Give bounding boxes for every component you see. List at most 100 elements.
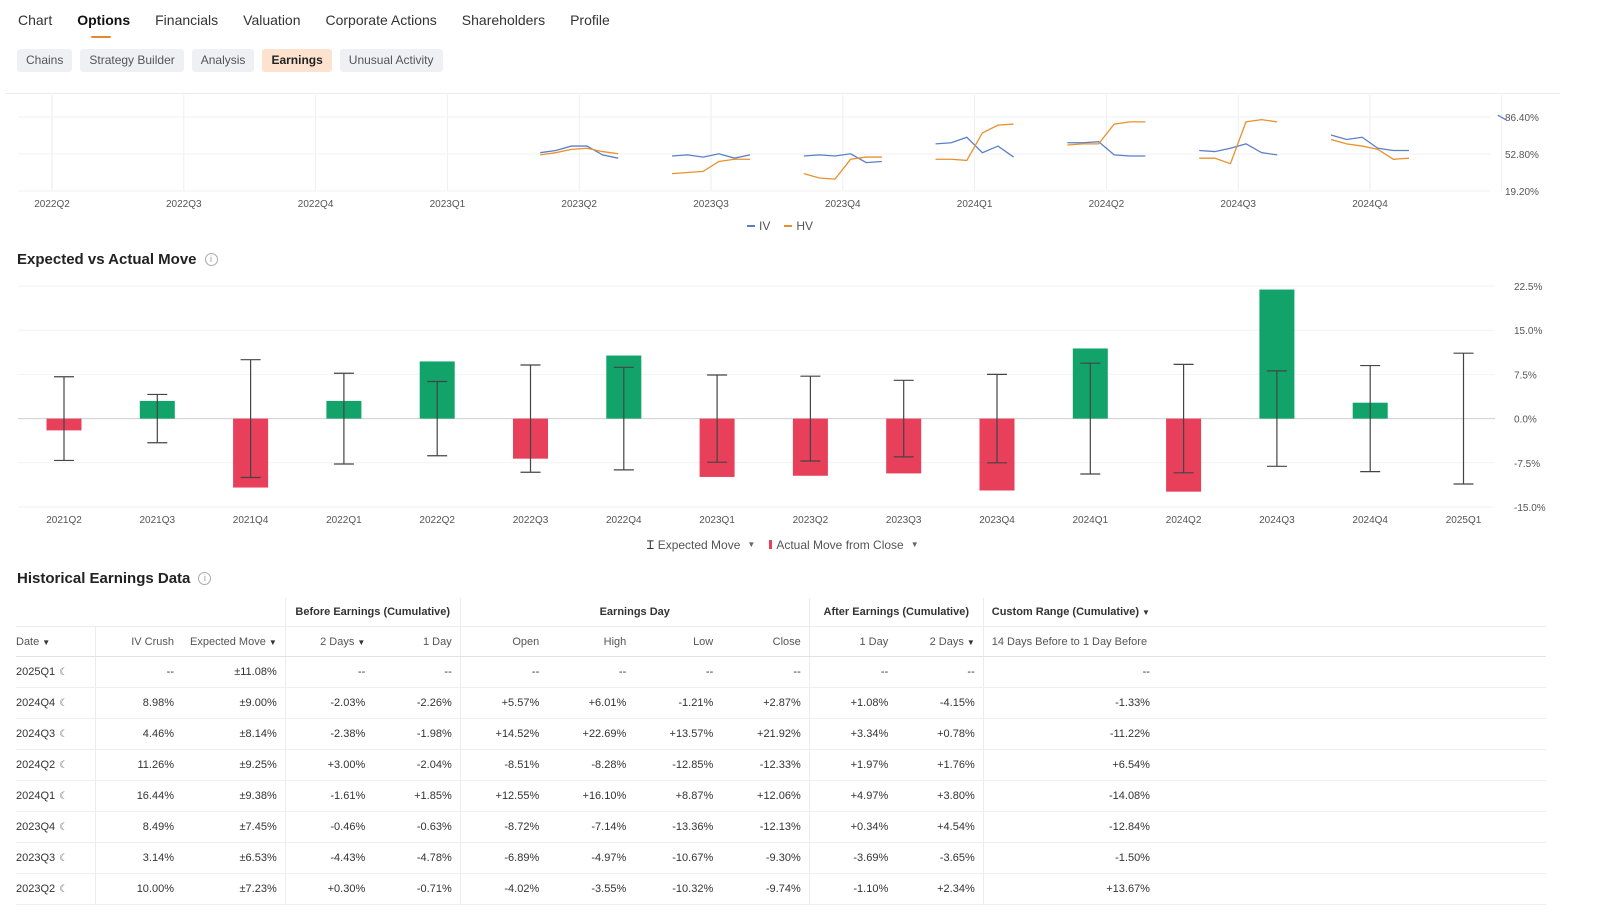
tab-valuation[interactable]: Valuation [243, 12, 301, 28]
col-custom-range[interactable]: 14 Days Before to 1 Day Before [983, 626, 1158, 657]
col-open[interactable]: Open [460, 626, 548, 657]
cell-value: +1.08% [809, 687, 897, 719]
col-date[interactable]: Date ▼ [16, 626, 96, 657]
cell-value: +1.76% [896, 749, 984, 781]
col-iv-crush[interactable]: IV Crush [95, 626, 182, 657]
subtab-earnings[interactable]: Earnings [262, 49, 332, 72]
x-tick-label: 2024Q3 [1220, 199, 1256, 210]
group-header-empty [16, 598, 286, 627]
moon-icon: ☾ [59, 884, 69, 895]
table-row[interactable]: 2024Q3 ☾ 4.46% ±8.14% -2.38% -1.98% +14.52% +22… [16, 718, 1546, 750]
cell-date: 2023Q4 ☾ [16, 811, 96, 843]
cell-value: -- [285, 656, 374, 688]
col-after-2days[interactable]: 2 Days ▼ [896, 626, 984, 657]
hv-line-segment [540, 147, 619, 156]
cell-value: -14.08% [983, 780, 1158, 812]
tab-profile[interactable]: Profile [570, 12, 610, 28]
moon-icon: ☾ [59, 667, 69, 678]
legend-hv[interactable]: HV [784, 219, 813, 233]
col-close[interactable]: Close [721, 626, 810, 657]
legend-hv-swatch [784, 225, 793, 227]
cell-date: 2024Q3 ☾ [16, 718, 96, 750]
cell-value: ±7.23% [182, 873, 286, 905]
cell-value: 3.14% [95, 842, 182, 874]
cell-value: -- [460, 656, 548, 688]
cell-value: -- [721, 656, 810, 688]
col-before-2days[interactable]: 2 Days ▼ [285, 626, 374, 657]
cell-value: -- [373, 656, 461, 688]
expected-vs-actual-chart: 22.5% 15.0% 7.5% 0.0% -7.5% -15.0% 2021Q2 2021Q… [18, 282, 1546, 526]
legend-actual-label: Actual Move from Close [776, 537, 904, 552]
x-tick-label: 2022Q4 [606, 515, 642, 526]
tab-corporate-actions[interactable]: Corporate Actions [325, 12, 437, 28]
legend-actual-move[interactable]: Actual Move from Close ▼ [769, 537, 919, 552]
x-tick-label: 2021Q4 [233, 515, 269, 526]
move-legend: Ɪ Expected Move ▼ Actual Move from Close… [647, 536, 919, 553]
cell-value: ±9.00% [182, 687, 286, 719]
cell-value: 16.44% [95, 780, 182, 812]
hv-line-segment [671, 158, 750, 175]
cell-value: -2.38% [285, 718, 374, 750]
col-before-1day[interactable]: 1 Day [373, 626, 461, 657]
cell-value: -0.71% [373, 873, 461, 905]
table-row[interactable]: 2024Q4 ☾ 8.98% ±9.00% -2.03% -2.26% +5.57% +6.0… [16, 687, 1546, 719]
cell-value: -4.78% [373, 842, 461, 874]
subtab-chains[interactable]: Chains [17, 49, 73, 72]
col-expected-move[interactable]: Expected Move ▼ [182, 626, 286, 657]
cell-value: -9.74% [721, 873, 810, 905]
cell-value: 10.00% [95, 873, 182, 905]
x-tick-label: 2023Q2 [793, 515, 829, 526]
col-after-1day[interactable]: 1 Day [809, 626, 897, 657]
subtab-strategy-builder[interactable]: Strategy Builder [80, 49, 184, 72]
table-row[interactable]: 2023Q2 ☾ 10.00% ±7.23% +0.30% -0.71% -4.02% -3.… [16, 873, 1546, 905]
cell-value: -2.26% [373, 687, 461, 719]
cell-value: -1.61% [285, 780, 374, 812]
cell-value: -12.85% [634, 749, 722, 781]
actual-move-icon [769, 540, 773, 549]
moon-icon: ☾ [59, 729, 69, 740]
cell-value: -10.32% [634, 873, 722, 905]
table-row[interactable]: 2023Q3 ☾ 3.14% ±6.53% -4.43% -4.78% -6.89% -4.9… [16, 842, 1546, 874]
date-text: 2024Q1 [16, 790, 56, 802]
group-header-custom[interactable]: Custom Range (Cumulative) ▼ [983, 598, 1158, 627]
cell-value: -10.67% [634, 842, 722, 874]
iv-line-segment [1330, 134, 1409, 152]
iv-hv-chart: 86.40% 52.80% 19.20% 2022Q2 2022Q3 2022Q4 2023… [18, 95, 1539, 210]
table-row[interactable]: 2023Q4 ☾ 8.49% ±7.45% -0.46% -0.63% -8.72% -7.1… [16, 811, 1546, 843]
table-row[interactable]: 2025Q1 ☾ -- ±11.08% -- -- -- -- -- -- -- -- -- [16, 656, 1546, 688]
info-icon[interactable]: i [198, 572, 212, 585]
cell-value: ±9.25% [182, 749, 286, 781]
x-tick-label: 2023Q1 [430, 199, 466, 210]
chevron-down-icon: ▼ [1142, 608, 1150, 617]
col-low[interactable]: Low [634, 626, 722, 657]
x-tick-label: 2023Q3 [693, 199, 729, 210]
chevron-down-icon: ▼ [966, 637, 975, 647]
tab-chart[interactable]: Chart [18, 12, 53, 28]
tab-shareholders[interactable]: Shareholders [461, 12, 546, 28]
table-row[interactable]: 2024Q2 ☾ 11.26% ±9.25% +3.00% -2.04% -8.51% -8.… [16, 749, 1546, 781]
col-high[interactable]: High [547, 626, 635, 657]
subtab-analysis[interactable]: Analysis [191, 49, 255, 72]
y-tick-label: -15.0% [1514, 503, 1546, 514]
tab-options[interactable]: Options [77, 12, 130, 38]
subtab-unusual-activity[interactable]: Unusual Activity [339, 49, 443, 72]
col-expected-move-label: Expected Move [190, 635, 266, 648]
cell-value: -4.43% [285, 842, 374, 874]
cell-filler [1157, 811, 1546, 843]
table-row[interactable]: 2024Q1 ☾ 16.44% ±9.38% -1.61% +1.85% +12.55% +1… [16, 780, 1546, 812]
iv-line-segment [540, 145, 619, 159]
cell-value: +22.69% [547, 718, 635, 750]
cell-value: -9.30% [721, 842, 810, 874]
cell-value: +1.85% [373, 780, 461, 812]
x-tick-label: 2021Q3 [140, 515, 176, 526]
x-tick-label: 2022Q2 [419, 515, 455, 526]
y-tick-label: 52.80% [1505, 150, 1539, 161]
legend-expected-move[interactable]: Ɪ Expected Move ▼ [647, 536, 755, 553]
legend-iv[interactable]: IV [747, 219, 770, 233]
cell-value: -- [547, 656, 635, 688]
section-title-text: Historical Earnings Data [17, 570, 191, 587]
info-icon[interactable]: i [204, 253, 218, 266]
cell-value: +1.97% [809, 749, 897, 781]
cell-value: -- [634, 656, 722, 688]
tab-financials[interactable]: Financials [155, 12, 219, 28]
